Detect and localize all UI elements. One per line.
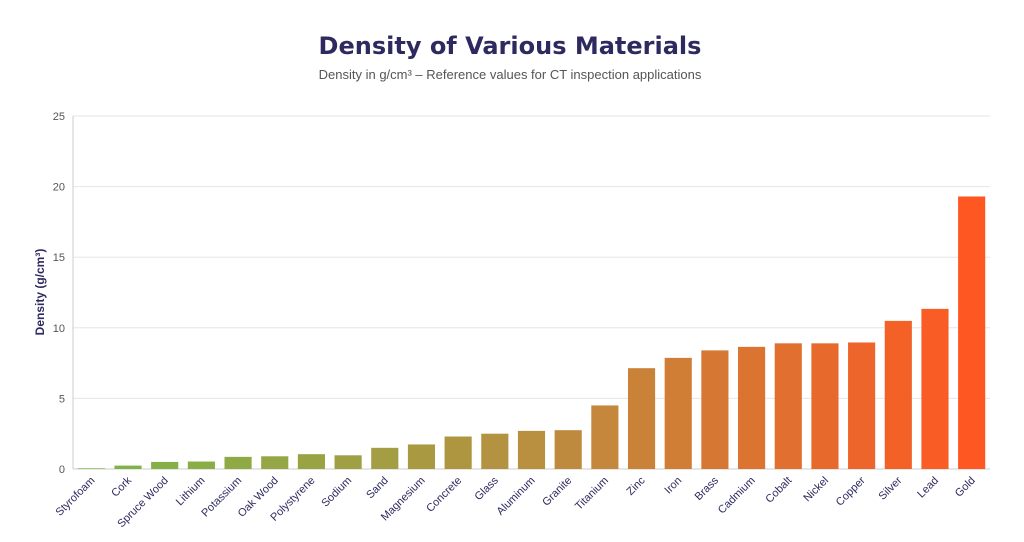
y-tick-label: 15: [53, 252, 65, 264]
x-tick-label: Sodium: [319, 475, 354, 510]
x-tick-label: Lead: [915, 475, 941, 501]
bar-sand: [371, 447, 399, 469]
bar-oak-wood: [261, 456, 289, 469]
y-axis-label: Density (g/cm³): [33, 249, 47, 336]
bar-glass: [481, 433, 509, 469]
x-tick-label: Zinc: [624, 474, 648, 498]
x-tick-label: Granite: [540, 475, 574, 509]
bar-sodium: [334, 455, 362, 469]
x-tick-label: Cork: [109, 474, 134, 499]
chart-subtitle: Density in g/cm³ – Reference values for …: [319, 67, 702, 82]
x-tick-label: Sand: [364, 475, 391, 502]
x-tick-label: Lithium: [174, 475, 208, 509]
bar-magnesium: [407, 444, 436, 469]
y-tick-label: 5: [59, 393, 65, 405]
y-tick-label: 0: [59, 464, 65, 476]
x-tick-label: Concrete: [424, 475, 464, 515]
x-tick-label: Styrofoam: [54, 475, 98, 519]
x-tick-label: Copper: [834, 474, 868, 508]
y-axis-ticks: 0 5 10 15 20 25: [53, 111, 65, 476]
x-tick-label: Silver: [876, 474, 904, 502]
bar-spruce-wood: [151, 461, 179, 469]
bar-copper: [848, 342, 876, 469]
bar-zinc: [627, 368, 656, 469]
x-tick-label: Iron: [662, 475, 684, 497]
x-tick-label: Aluminum: [495, 475, 538, 518]
x-tick-label: Glass: [473, 474, 502, 503]
bar-cork: [114, 465, 142, 469]
bar-titanium: [591, 405, 619, 469]
x-tick-label: Brass: [693, 474, 722, 503]
bar-cobalt: [774, 343, 802, 469]
bar-potassium: [224, 456, 252, 469]
bar-concrete: [444, 436, 472, 469]
bar-silver: [884, 320, 912, 469]
bar-iron: [664, 357, 692, 469]
y-tick-label: 25: [53, 111, 65, 123]
bars: [77, 196, 986, 469]
bar-polystyrene: [297, 454, 325, 469]
y-tick-label: 10: [53, 323, 65, 335]
bar-brass: [701, 350, 729, 469]
x-tick-label: Cadmium: [716, 475, 758, 517]
chart-title: Density of Various Materials: [319, 32, 702, 60]
x-tick-label: Titanium: [573, 475, 611, 513]
bar-aluminum: [517, 430, 546, 469]
bar-lithium: [187, 461, 215, 469]
bar-granite: [554, 430, 582, 469]
x-tick-label: Nickel: [801, 475, 831, 505]
bar-nickel: [811, 343, 839, 469]
bar-lead: [921, 308, 949, 469]
y-tick-label: 20: [53, 182, 65, 194]
bar-cadmium: [738, 346, 766, 469]
x-tick-label: Gold: [953, 475, 978, 500]
bar-styrofoam: [77, 468, 105, 469]
bar-gold: [958, 196, 986, 469]
x-tick-label: Cobalt: [763, 475, 794, 506]
